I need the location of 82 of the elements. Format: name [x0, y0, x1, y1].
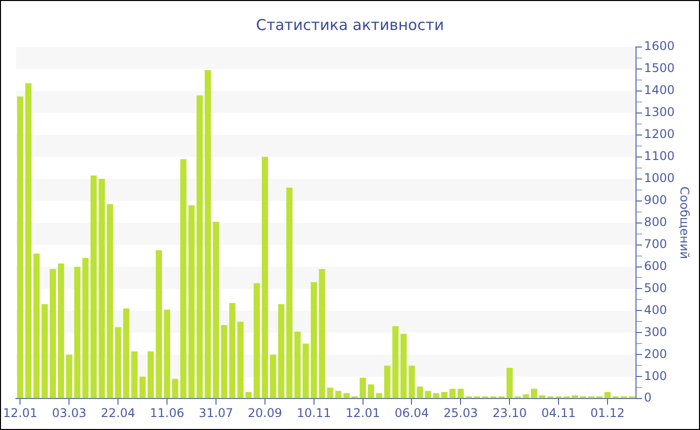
bar [360, 378, 366, 398]
bar [106, 204, 114, 398]
bar [17, 96, 24, 398]
y-tick-label: 1100 [644, 149, 675, 163]
y-tick-label: 500 [644, 280, 667, 295]
bar [33, 254, 40, 398]
bar [58, 263, 64, 398]
x-tick-label: 25.03 [444, 406, 478, 420]
y-tick-label: 1200 [644, 127, 675, 142]
y-tick-label: 0 [644, 390, 652, 405]
y-tick-label: 1000 [644, 170, 675, 185]
bar [368, 384, 374, 398]
bar [25, 83, 32, 398]
bar [188, 205, 195, 398]
y-tick-label: 300 [644, 324, 667, 339]
x-tick-label: 12.01 [3, 406, 38, 420]
bar [522, 394, 530, 398]
x-tick-label: 11.06 [150, 406, 184, 420]
x-tick-label: 12.01 [346, 406, 380, 420]
bar [302, 344, 309, 398]
bar [539, 395, 546, 398]
y-tick-label: 600 [644, 258, 667, 273]
x-tick-label: 03.03 [52, 406, 86, 420]
bar [270, 354, 276, 398]
bar [139, 376, 146, 398]
bar [156, 250, 162, 398]
bar [148, 351, 154, 398]
bar [172, 378, 178, 398]
y-axis-title: Сообщений [678, 186, 692, 260]
bar [246, 392, 252, 398]
bar [531, 388, 538, 398]
bar [310, 282, 317, 398]
bar [237, 322, 244, 398]
y-tick-label: 700 [644, 236, 667, 251]
bar [180, 159, 186, 398]
chart-title: Статистика активности [256, 16, 444, 34]
bar [278, 304, 284, 398]
bar [82, 258, 89, 398]
bar [98, 178, 105, 398]
x-tick-label: 31.07 [198, 406, 234, 420]
bar [392, 326, 399, 398]
bar [164, 310, 170, 398]
bar [212, 222, 220, 398]
y-tick-label: 1600 [644, 39, 675, 54]
bar [131, 351, 138, 398]
x-tick-label: 23.10 [492, 406, 527, 420]
x-tick-label: 01.12 [590, 406, 625, 420]
bar [343, 393, 350, 398]
bar [416, 386, 424, 398]
bar [123, 308, 130, 398]
bar [221, 324, 228, 398]
y-tick-label: 900 [644, 192, 667, 207]
bar [254, 283, 260, 398]
bar [384, 366, 390, 398]
bar [424, 390, 432, 398]
bar [90, 176, 97, 398]
x-tick-label: 20.09 [248, 406, 282, 420]
y-tick-label: 1300 [644, 105, 675, 120]
x-tick-label: 22.04 [100, 406, 136, 420]
bar [115, 327, 122, 398]
y-tick-label: 200 [644, 346, 667, 361]
y-tick-label: 1400 [644, 83, 675, 98]
y-tick-label: 800 [644, 214, 667, 229]
bar [408, 366, 415, 398]
bar [294, 332, 301, 398]
x-tick-label: 04.11 [541, 406, 576, 420]
bar [506, 368, 513, 398]
bar [441, 392, 448, 398]
y-tick-label: 400 [644, 302, 667, 317]
bar [400, 334, 407, 398]
y-tick-label: 1500 [644, 61, 675, 76]
bar [318, 268, 326, 398]
x-tick-label: 10.11 [296, 406, 332, 420]
bar [286, 188, 292, 398]
bar [229, 303, 236, 398]
x-tick-label: 06.04 [394, 406, 429, 420]
bar [376, 393, 382, 398]
y-tick-label: 100 [644, 368, 667, 383]
bar [262, 156, 268, 398]
bar [604, 392, 611, 398]
bar [433, 393, 440, 398]
bar [449, 388, 456, 398]
